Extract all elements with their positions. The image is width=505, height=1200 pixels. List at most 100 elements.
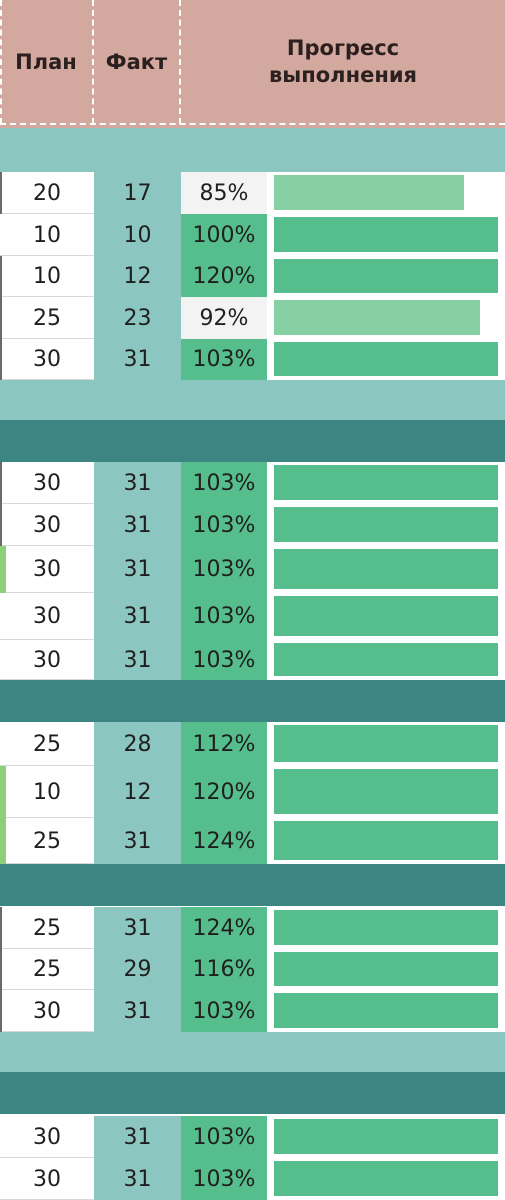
plan-cell[interactable]: 25 bbox=[0, 297, 94, 339]
progress-bar-cell[interactable] bbox=[267, 462, 505, 504]
table-row: 25 23 92% bbox=[0, 297, 505, 339]
percent-cell[interactable]: 120% bbox=[181, 766, 267, 818]
header-plan[interactable]: План bbox=[0, 0, 94, 124]
fakt-cell[interactable]: 17 bbox=[94, 172, 181, 214]
header-fakt[interactable]: Факт bbox=[94, 0, 181, 124]
percent-cell[interactable]: 120% bbox=[181, 256, 267, 297]
percent-cell[interactable]: 112% bbox=[181, 722, 267, 766]
plan-cell[interactable]: 30 bbox=[0, 462, 94, 504]
progress-bar-cell[interactable] bbox=[267, 990, 505, 1032]
plan-cell[interactable]: 30 bbox=[0, 593, 94, 640]
progress-bar-cell[interactable] bbox=[267, 1116, 505, 1158]
progress-bar-cell[interactable] bbox=[267, 766, 505, 818]
percent-cell[interactable]: 103% bbox=[181, 593, 267, 640]
percent-cell[interactable]: 116% bbox=[181, 949, 267, 990]
header-progress-line1: Прогресс bbox=[286, 36, 400, 60]
progress-bar-cell[interactable] bbox=[267, 297, 505, 339]
progress-bar-track bbox=[274, 300, 498, 335]
progress-bar-cell[interactable] bbox=[267, 214, 505, 256]
plan-cell[interactable]: 25 bbox=[0, 907, 94, 949]
progress-bar-track bbox=[274, 549, 498, 589]
plan-cell[interactable]: 25 bbox=[0, 722, 94, 766]
progress-bar-track bbox=[274, 952, 498, 986]
progress-bar-track bbox=[274, 259, 498, 293]
fakt-cell[interactable]: 31 bbox=[94, 504, 181, 546]
percent-cell[interactable]: 103% bbox=[181, 1116, 267, 1158]
progress-bar-fill bbox=[274, 549, 498, 589]
progress-bar-cell[interactable] bbox=[267, 546, 505, 593]
plan-cell[interactable]: 30 bbox=[0, 990, 94, 1032]
progress-bar-fill bbox=[274, 952, 498, 986]
percent-cell[interactable]: 92% bbox=[181, 297, 267, 339]
fakt-cell[interactable]: 12 bbox=[94, 766, 181, 818]
progress-bar-track bbox=[274, 910, 498, 945]
fakt-cell[interactable]: 31 bbox=[94, 546, 181, 593]
progress-bar-cell[interactable] bbox=[267, 172, 505, 214]
fakt-cell[interactable]: 31 bbox=[94, 1116, 181, 1158]
fakt-cell[interactable]: 23 bbox=[94, 297, 181, 339]
percent-cell[interactable]: 103% bbox=[181, 990, 267, 1032]
plan-cell[interactable]: 10 bbox=[0, 766, 94, 818]
percent-cell[interactable]: 103% bbox=[181, 339, 267, 380]
table-row: 30 31 103% bbox=[0, 504, 505, 546]
progress-bar-track bbox=[274, 342, 498, 376]
percent-cell[interactable]: 103% bbox=[181, 1158, 267, 1200]
progress-bar-cell[interactable] bbox=[267, 339, 505, 380]
progress-bar-track bbox=[274, 217, 498, 252]
table-row: 30 31 103% bbox=[0, 1158, 505, 1200]
table-row: 30 31 103% bbox=[0, 462, 505, 504]
group-band bbox=[0, 420, 505, 462]
fakt-cell[interactable]: 31 bbox=[94, 907, 181, 949]
progress-bar-cell[interactable] bbox=[267, 1158, 505, 1200]
fakt-cell[interactable]: 31 bbox=[94, 640, 181, 680]
plan-cell[interactable]: 30 bbox=[0, 1158, 94, 1200]
percent-cell[interactable]: 103% bbox=[181, 640, 267, 680]
progress-bar-track bbox=[274, 507, 498, 542]
percent-cell[interactable]: 103% bbox=[181, 546, 267, 593]
table-row: 10 12 120% bbox=[0, 766, 505, 818]
progress-bar-cell[interactable] bbox=[267, 504, 505, 546]
fakt-cell[interactable]: 28 bbox=[94, 722, 181, 766]
fakt-cell[interactable]: 31 bbox=[94, 593, 181, 640]
plan-cell[interactable]: 30 bbox=[0, 640, 94, 680]
plan-cell[interactable]: 20 bbox=[0, 172, 94, 214]
fakt-cell[interactable]: 31 bbox=[94, 1158, 181, 1200]
table-row: 30 31 103% bbox=[0, 990, 505, 1032]
percent-cell[interactable]: 100% bbox=[181, 214, 267, 256]
plan-cell[interactable]: 25 bbox=[0, 818, 94, 864]
header-progress[interactable]: Прогресс выполнения bbox=[181, 0, 505, 124]
plan-cell[interactable]: 10 bbox=[0, 214, 94, 256]
plan-cell[interactable]: 25 bbox=[0, 949, 94, 990]
percent-cell[interactable]: 103% bbox=[181, 462, 267, 504]
table-row: 25 29 116% bbox=[0, 949, 505, 990]
progress-bar-cell[interactable] bbox=[267, 907, 505, 949]
fakt-cell[interactable]: 29 bbox=[94, 949, 181, 990]
fakt-cell[interactable]: 10 bbox=[94, 214, 181, 256]
progress-bar-cell[interactable] bbox=[267, 818, 505, 864]
progress-bar-cell[interactable] bbox=[267, 949, 505, 990]
plan-cell[interactable]: 30 bbox=[0, 546, 94, 593]
percent-cell[interactable]: 124% bbox=[181, 907, 267, 949]
plan-cell[interactable]: 30 bbox=[0, 504, 94, 546]
fakt-cell[interactable]: 31 bbox=[94, 462, 181, 504]
fakt-cell[interactable]: 31 bbox=[94, 339, 181, 380]
progress-bar-cell[interactable] bbox=[267, 640, 505, 680]
percent-cell[interactable]: 103% bbox=[181, 504, 267, 546]
progress-bar-cell[interactable] bbox=[267, 256, 505, 297]
progress-bar-track bbox=[274, 465, 498, 500]
percent-cell[interactable]: 85% bbox=[181, 172, 267, 214]
fakt-cell[interactable]: 31 bbox=[94, 818, 181, 864]
progress-bar-fill bbox=[274, 596, 498, 636]
progress-bar-fill bbox=[274, 342, 498, 376]
plan-cell[interactable]: 10 bbox=[0, 256, 94, 297]
progress-bar-cell[interactable] bbox=[267, 593, 505, 640]
plan-cell[interactable]: 30 bbox=[0, 339, 94, 380]
progress-bar-cell[interactable] bbox=[267, 722, 505, 766]
fakt-cell[interactable]: 31 bbox=[94, 990, 181, 1032]
percent-cell[interactable]: 124% bbox=[181, 818, 267, 864]
plan-cell[interactable]: 30 bbox=[0, 1116, 94, 1158]
fakt-cell[interactable]: 12 bbox=[94, 256, 181, 297]
group-band bbox=[0, 680, 505, 722]
group-band bbox=[0, 380, 505, 420]
